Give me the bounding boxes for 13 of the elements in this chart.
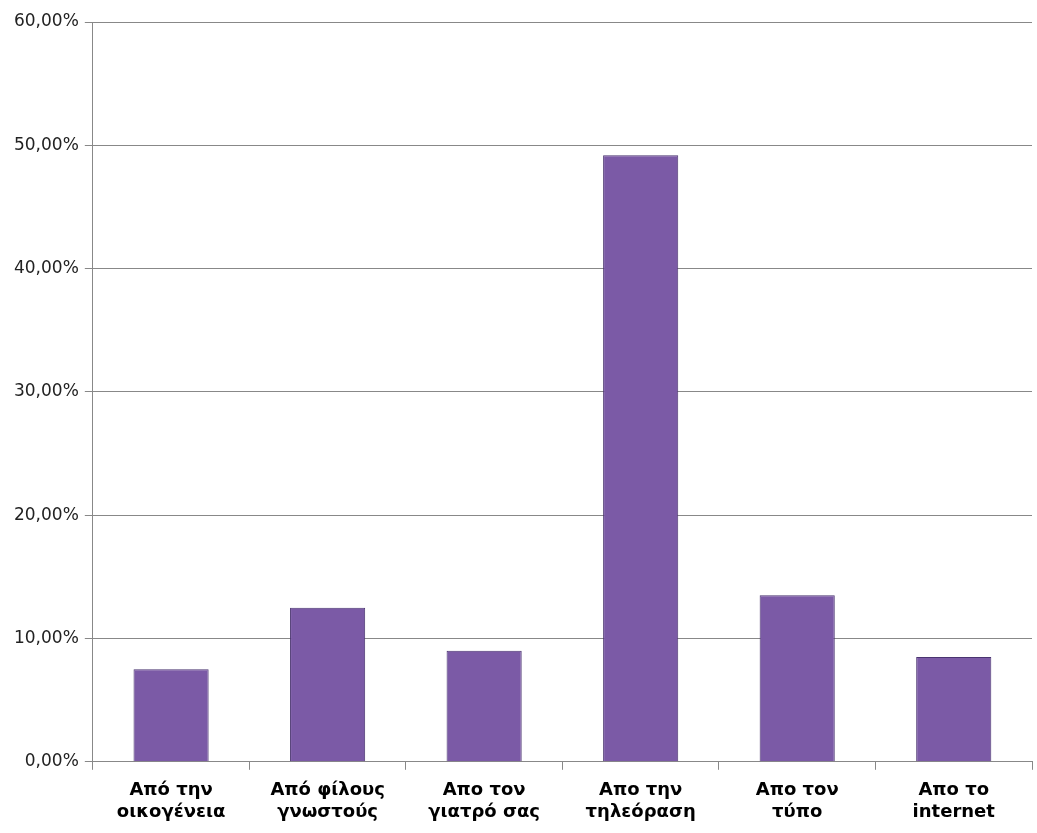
x-tick-label: Από φίλους γνωστούς — [270, 778, 385, 821]
x-tick-label: Απο την τηλεόραση — [585, 778, 696, 821]
y-tick-label: 0,00% — [24, 750, 79, 771]
x-tick-label: Απο τον τύπο — [755, 778, 839, 821]
x-tick-label: Απο τον γιατρό σας — [428, 778, 540, 821]
y-tick-label: 40,00% — [13, 257, 79, 278]
y-tick-label: 30,00% — [13, 380, 79, 401]
x-tick-label: Από την οικογένεια — [116, 778, 226, 821]
y-tick-label: 20,00% — [13, 503, 79, 524]
x-tick-label: Απο το internet — [912, 778, 996, 821]
y-tick-label: 60,00% — [13, 10, 79, 31]
y-tick-label: 50,00% — [13, 133, 79, 154]
y-tick-label: 10,00% — [13, 626, 79, 647]
